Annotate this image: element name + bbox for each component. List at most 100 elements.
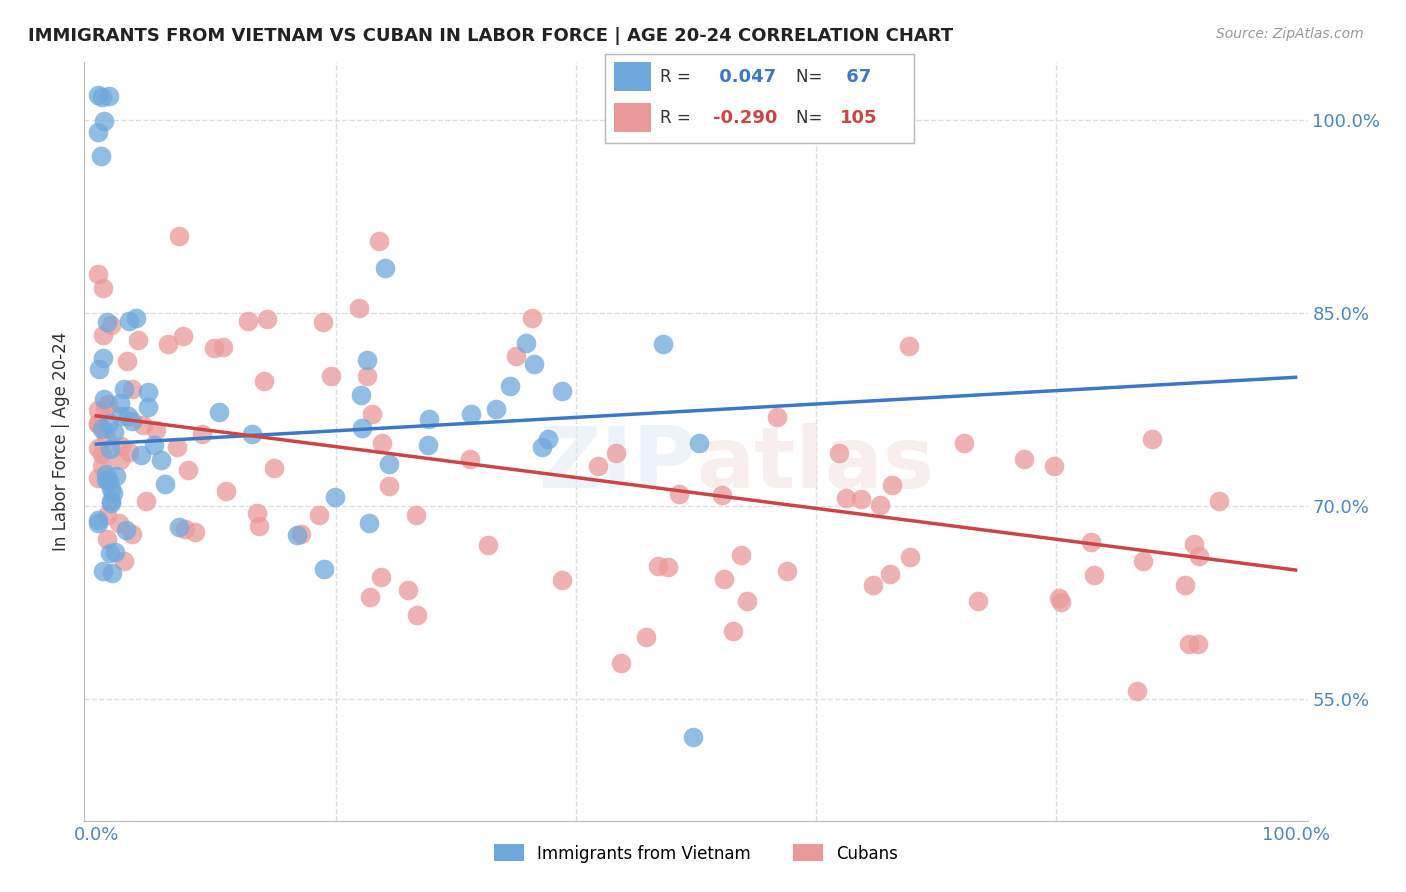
Text: 0.047: 0.047 — [713, 68, 776, 86]
Point — [91, 564, 114, 578]
Point — [311, 315, 333, 329]
Point — [247, 519, 270, 533]
Point — [86, 417, 108, 432]
Point — [101, 566, 124, 580]
Point — [112, 382, 135, 396]
Point — [966, 593, 988, 607]
Point — [1083, 568, 1105, 582]
Point — [290, 527, 312, 541]
Legend: Immigrants from Vietnam, Cubans: Immigrants from Vietnam, Cubans — [488, 838, 904, 869]
Point — [93, 280, 115, 294]
Point — [308, 508, 330, 522]
Point — [1187, 549, 1209, 564]
Text: Source: ZipAtlas.com: Source: ZipAtlas.com — [1216, 27, 1364, 41]
Point — [202, 341, 225, 355]
Point — [177, 463, 200, 477]
Y-axis label: In Labor Force | Age 20-24: In Labor Force | Age 20-24 — [52, 332, 70, 551]
Point — [828, 446, 851, 460]
Point — [350, 388, 373, 402]
Point — [212, 341, 235, 355]
Point — [898, 549, 921, 564]
Point — [98, 546, 121, 560]
Point — [100, 494, 122, 508]
Point — [184, 525, 207, 540]
Point — [156, 336, 179, 351]
Point — [352, 421, 374, 435]
Point — [515, 336, 537, 351]
Point — [605, 446, 627, 460]
Point — [136, 384, 159, 399]
Point — [121, 382, 143, 396]
Point — [550, 573, 572, 587]
Point — [711, 488, 734, 502]
Point — [118, 314, 141, 328]
Point — [1080, 535, 1102, 549]
Point — [314, 562, 336, 576]
Point — [117, 409, 139, 423]
Point — [105, 469, 128, 483]
Point — [100, 496, 122, 510]
Point — [86, 441, 108, 455]
Point — [93, 113, 115, 128]
Text: 105: 105 — [839, 109, 877, 127]
Point — [406, 608, 429, 623]
Point — [240, 426, 263, 441]
Point — [1049, 591, 1071, 605]
Point — [238, 314, 260, 328]
Point — [356, 368, 378, 383]
Point — [173, 522, 195, 536]
Point — [668, 487, 690, 501]
Point — [87, 513, 110, 527]
Point — [96, 474, 118, 488]
Point — [1174, 578, 1197, 592]
Point — [115, 353, 138, 368]
Point — [103, 425, 125, 439]
Point — [371, 436, 394, 450]
Point — [110, 409, 132, 424]
Point — [862, 578, 884, 592]
Point — [1012, 451, 1035, 466]
Point — [110, 439, 132, 453]
Point — [849, 492, 872, 507]
Point — [136, 400, 159, 414]
Text: atlas: atlas — [696, 423, 934, 506]
Point — [359, 516, 381, 531]
Point — [879, 567, 901, 582]
Point — [87, 268, 110, 282]
Point — [499, 379, 522, 393]
Point — [477, 538, 499, 552]
Point — [1132, 553, 1154, 567]
Point — [460, 407, 482, 421]
Point — [396, 582, 419, 597]
Point — [112, 554, 135, 568]
Point — [869, 498, 891, 512]
Point — [90, 90, 112, 104]
Point — [87, 516, 110, 531]
Point — [98, 442, 121, 456]
Point — [360, 407, 382, 421]
Point — [682, 730, 704, 744]
Point — [91, 422, 114, 436]
Point — [1140, 432, 1163, 446]
Text: 67: 67 — [839, 68, 870, 86]
Point — [132, 417, 155, 432]
Point — [898, 339, 921, 353]
Point — [1182, 536, 1205, 550]
Point — [96, 508, 118, 522]
Point — [1208, 494, 1230, 508]
Point — [129, 448, 152, 462]
Point — [880, 478, 903, 492]
Point — [586, 458, 609, 473]
Point — [647, 558, 669, 573]
Point — [766, 409, 789, 424]
Point — [110, 396, 132, 410]
Point — [121, 414, 143, 428]
Point — [169, 228, 191, 243]
Point — [101, 486, 124, 500]
Text: N=: N= — [796, 68, 828, 86]
Point — [1049, 595, 1071, 609]
Point — [91, 327, 114, 342]
Point — [835, 491, 858, 505]
Point — [418, 438, 440, 452]
Point — [537, 432, 560, 446]
